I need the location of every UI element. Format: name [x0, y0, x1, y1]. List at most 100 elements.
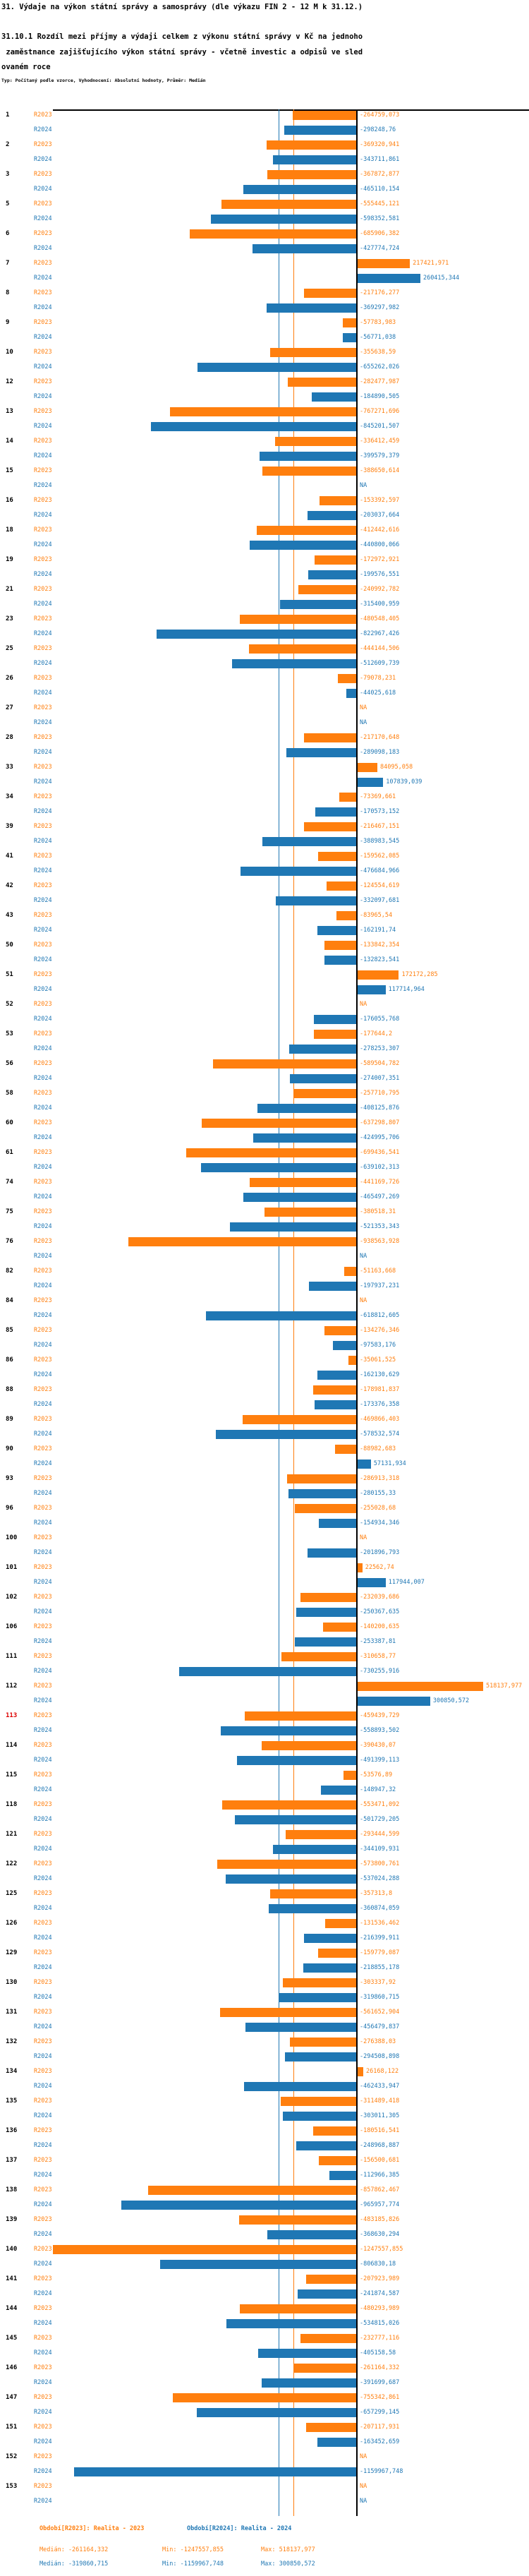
row-number: 102	[6, 1594, 18, 1601]
series-label-r2023: R2023	[34, 1090, 52, 1097]
series-label-r2024: R2024	[34, 1490, 52, 1497]
value-r2024: -216399,911	[360, 1934, 400, 1942]
value-r2024: -289098,183	[360, 749, 400, 756]
bar-r2023	[281, 2097, 357, 2106]
bar-r2024	[315, 1400, 357, 1409]
series-label-r2023: R2023	[34, 823, 52, 830]
value-r2024: 300850,572	[432, 1697, 470, 1704]
series-label-r2024: R2024	[34, 1875, 52, 1882]
bar-r2023	[320, 496, 357, 505]
value-r2023: -207117,931	[360, 2424, 400, 2431]
value-r2024: -162191,74	[360, 927, 396, 934]
value-r2023: -469866,403	[360, 1416, 400, 1423]
value-r2024: 260415,344	[422, 275, 460, 282]
series-label-r2023: R2023	[34, 1831, 52, 1838]
row-number: 129	[6, 1949, 18, 1956]
value-r2024: 107839,039	[386, 778, 422, 786]
bar-r2024	[286, 748, 357, 757]
series-label-r2023: R2023	[34, 141, 52, 148]
value-r2024: -388983,545	[360, 838, 400, 845]
bar-r2024	[308, 1282, 357, 1291]
series-label-r2024: R2024	[34, 2172, 52, 2179]
bar-r2024	[257, 1104, 357, 1113]
series-label-r2023: R2023	[34, 1534, 52, 1541]
series-label-r2024: R2024	[34, 2379, 52, 2386]
bar-r2024	[357, 1697, 430, 1706]
bar-r2024	[346, 689, 357, 698]
value-r2024: -639102,313	[360, 1164, 400, 1171]
series-label-r2023: R2023	[34, 1742, 52, 1749]
row-number: 111	[6, 1653, 18, 1660]
series-label-r2023: R2023	[34, 1327, 52, 1334]
bar-r2023	[357, 970, 399, 980]
bar-r2024	[319, 1519, 357, 1528]
series-label-r2024: R2024	[34, 719, 52, 726]
value-r2024: -369297,982	[360, 304, 400, 311]
bar-r2024	[267, 303, 357, 313]
row-number: 61	[6, 1149, 13, 1156]
series-label-r2023: R2023	[34, 1623, 52, 1630]
bar-r2023	[293, 2364, 357, 2373]
row-number: 132	[6, 2038, 18, 2045]
bar-r2024	[288, 1045, 357, 1054]
series-label-r2024: R2024	[34, 1934, 52, 1942]
series-label-r2024: R2024	[34, 363, 52, 371]
series-label-r2024: R2024	[34, 660, 52, 667]
row-number: 5	[6, 200, 10, 207]
series-label-r2023: R2023	[34, 1030, 52, 1037]
row-number: 130	[6, 1979, 18, 1986]
series-label-r2023: R2023	[34, 497, 52, 504]
series-label-r2024: R2024	[34, 304, 52, 311]
series-label-r2024: R2024	[34, 1994, 52, 2001]
bar-r2023	[249, 1178, 357, 1187]
bar-r2024	[220, 1726, 357, 1735]
value-r2024: -197937,231	[360, 1282, 400, 1289]
value-r2024: 57131,934	[373, 1460, 406, 1467]
value-r2024: -294508,898	[360, 2053, 400, 2060]
series-label-r2024: R2024	[34, 2231, 52, 2238]
bar-r2024	[296, 2141, 357, 2150]
bar-r2024	[211, 215, 357, 224]
bar-r2023	[173, 2393, 357, 2402]
row-number: 115	[6, 1771, 18, 1778]
value-r2023: -444144,506	[360, 645, 400, 652]
bar-r2023	[147, 2186, 357, 2195]
value-r2023: -589504,782	[360, 1060, 400, 1067]
value-r2023: -857862,467	[360, 2186, 400, 2193]
value-r2023: -232039,686	[360, 1594, 400, 1601]
value-r2023: -282477,987	[360, 378, 400, 385]
value-r2024: -537024,288	[360, 1875, 400, 1882]
value-r2024: -253387,81	[360, 1638, 396, 1645]
row-number: 90	[6, 1445, 13, 1452]
value-r2024: -343711,861	[360, 156, 400, 163]
series-label-r2023: R2023	[34, 526, 52, 534]
series-label-r2024: R2024	[34, 393, 52, 400]
bar-r2024	[285, 2052, 357, 2062]
bar-r2023	[128, 1237, 357, 1246]
row-number: 19	[6, 556, 13, 563]
value-r2024: -465497,269	[360, 1193, 400, 1200]
series-label-r2024: R2024	[34, 126, 52, 133]
bar-r2024	[315, 807, 357, 817]
row-number: 113	[6, 1712, 18, 1719]
value-r2023: NA	[360, 2453, 367, 2460]
bar-r2024	[273, 1845, 357, 1854]
bar-r2023	[219, 2008, 357, 2017]
value-r2023: -276388,03	[360, 2038, 396, 2045]
value-r2023: 217421,971	[413, 260, 449, 267]
value-r2024: -534815,026	[360, 2320, 400, 2327]
bar-r2024	[343, 333, 357, 342]
row-number: 52	[6, 1001, 13, 1008]
bar-r2024	[357, 985, 386, 994]
chart-subtitle-line3: ovaném roce	[1, 63, 51, 71]
bar-r2023	[313, 1385, 357, 1395]
series-label-r2023: R2023	[34, 2246, 52, 2253]
bar-r2024	[151, 422, 357, 431]
bar-r2024	[269, 1904, 357, 1913]
chart-meta-line: Typ: Počítaný podle vzorce, Vyhodnocení:…	[1, 78, 206, 83]
series-label-r2023: R2023	[34, 734, 52, 741]
row-number: 131	[6, 2009, 18, 2016]
value-r2023: -480548,405	[360, 615, 400, 622]
row-number: 34	[6, 793, 13, 800]
series-label-r2024: R2024	[34, 2053, 52, 2060]
